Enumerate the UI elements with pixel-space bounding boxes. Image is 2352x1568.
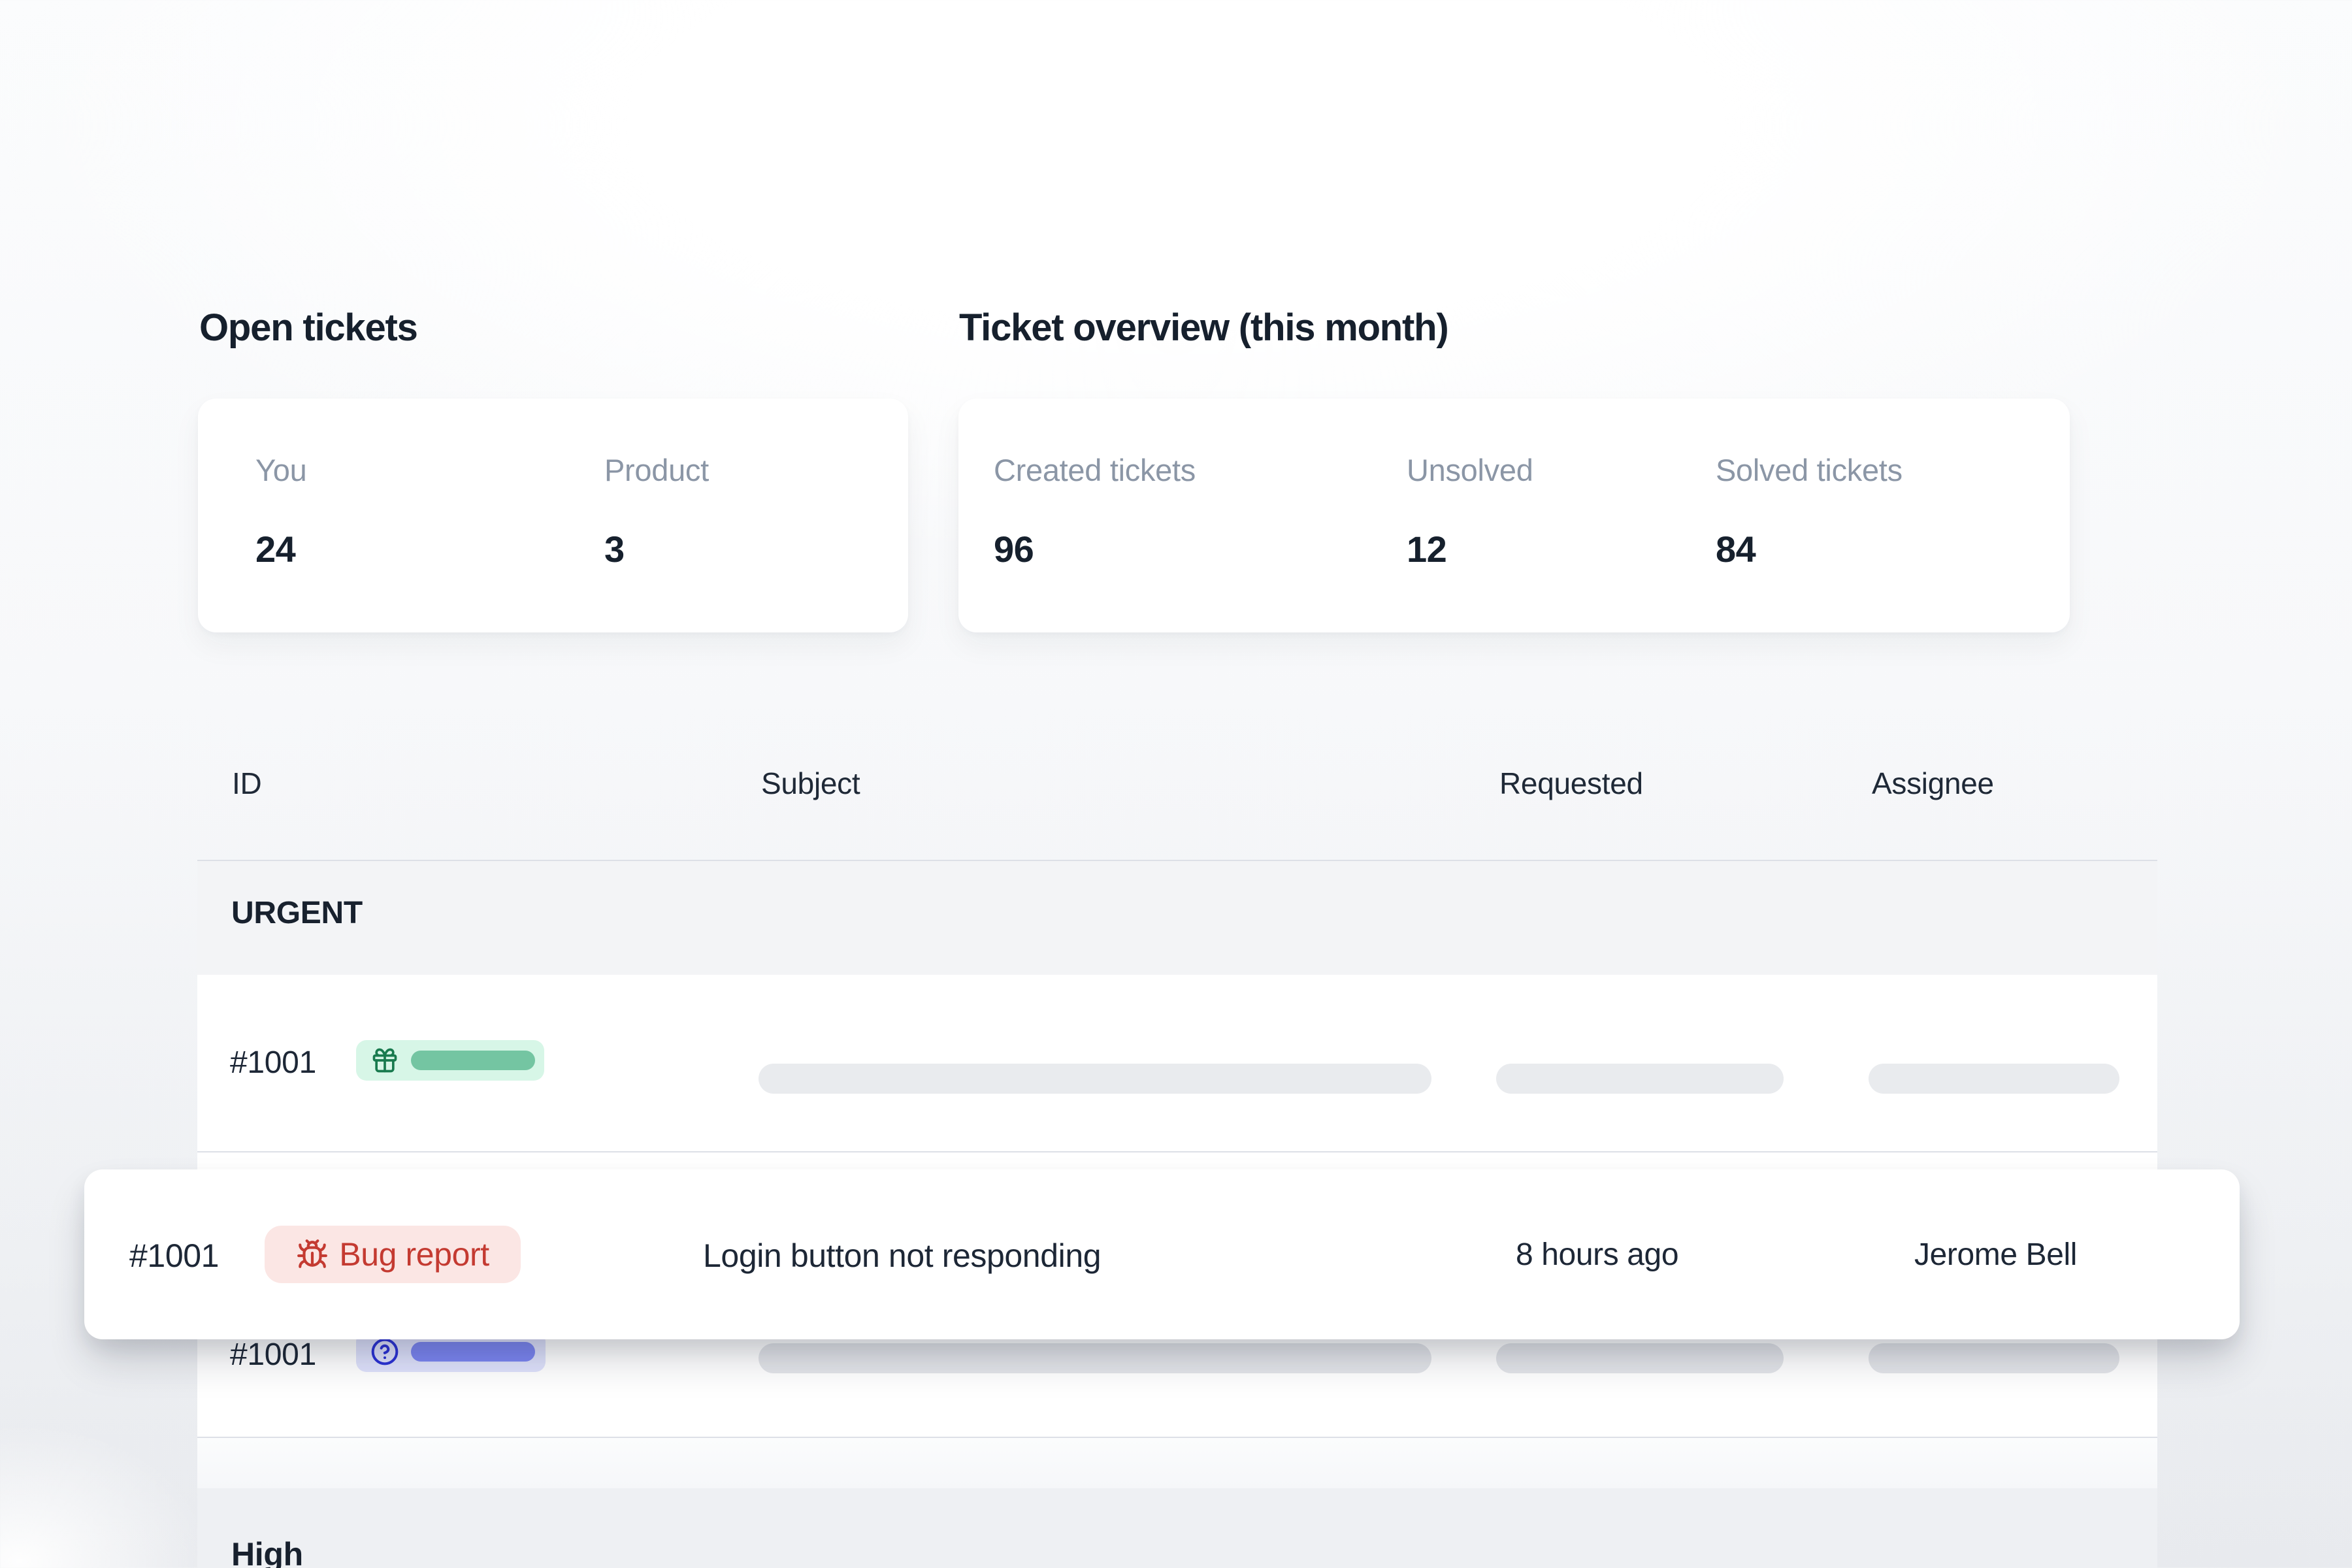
stat-label-solved: Solved tickets xyxy=(1716,453,1903,487)
table-row-urgent-1[interactable]: #1001 xyxy=(197,975,2157,1151)
ticket-overview-card: Created tickets 96 Unsolved 12 Solved ti… xyxy=(958,399,2070,632)
assignee-placeholder-bar xyxy=(1869,1343,2119,1373)
divider xyxy=(197,1437,2157,1438)
type-badge-gift xyxy=(356,1040,544,1081)
open-tickets-title: Open tickets xyxy=(199,306,418,349)
stat-label-you: You xyxy=(255,453,307,487)
assignee-placeholder-bar xyxy=(1869,1064,2119,1094)
section-label: URGENT xyxy=(231,896,363,930)
stat-value-created: 96 xyxy=(994,529,1034,570)
ticket-id: #1001 xyxy=(230,1337,316,1372)
bug-report-badge: Bug report xyxy=(265,1226,521,1283)
ticket-table: ID Subject Requested Assignee URGENT #10… xyxy=(197,745,2157,1568)
badge-placeholder-bar xyxy=(411,1342,535,1362)
column-header-assignee: Assignee xyxy=(1872,766,1994,800)
column-header-id: ID xyxy=(232,766,262,800)
ticket-assignee: Jerome Bell xyxy=(1914,1237,2078,1272)
section-label: High xyxy=(231,1536,303,1568)
help-icon xyxy=(370,1337,399,1366)
column-header-subject: Subject xyxy=(761,766,860,800)
section-header-high: High xyxy=(197,1488,2157,1568)
ticket-overview-title: Ticket overview (this month) xyxy=(959,306,1449,349)
stat-value-solved: 84 xyxy=(1716,529,1756,570)
requested-placeholder-bar xyxy=(1496,1064,1784,1094)
section-header-urgent: URGENT xyxy=(197,861,2157,975)
gift-icon xyxy=(370,1046,399,1075)
stat-label-created: Created tickets xyxy=(994,453,1196,487)
stat-value-product: 3 xyxy=(604,529,625,570)
divider xyxy=(197,1151,2157,1152)
section-gap xyxy=(197,1438,2157,1488)
stat-value-unsolved: 12 xyxy=(1407,529,1447,570)
table-row-urgent-2-elevated[interactable]: #1001 Bug report Login button not respon… xyxy=(84,1169,2240,1339)
requested-placeholder-bar xyxy=(1496,1343,1784,1373)
subject-placeholder-bar xyxy=(759,1343,1431,1373)
stat-value-you: 24 xyxy=(255,529,296,570)
column-header-requested: Requested xyxy=(1499,766,1643,800)
badge-placeholder-bar xyxy=(411,1051,535,1070)
open-tickets-card: You 24 Product 3 xyxy=(198,399,908,632)
ticket-id: #1001 xyxy=(230,1045,316,1080)
bug-icon xyxy=(296,1238,329,1271)
badge-label: Bug report xyxy=(339,1236,489,1273)
ticket-requested: 8 hours ago xyxy=(1516,1237,1679,1272)
ticket-subject: Login button not responding xyxy=(703,1237,1102,1274)
stat-label-unsolved: Unsolved xyxy=(1407,453,1533,487)
divider xyxy=(197,860,2157,861)
subject-placeholder-bar xyxy=(759,1064,1431,1094)
ticket-id: #1001 xyxy=(129,1237,220,1274)
stat-label-product: Product xyxy=(604,453,709,487)
